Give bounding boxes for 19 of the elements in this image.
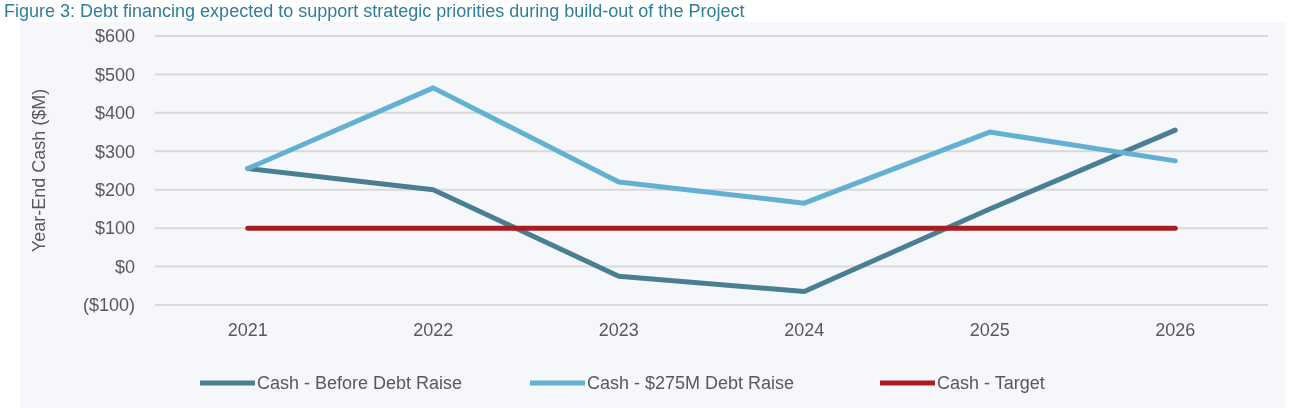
y-axis-title: Year-End Cash ($M) [29,88,49,253]
y-tick-label: $300 [94,141,135,162]
y-tick-label: $600 [94,26,135,47]
legend-label: Cash - Target [937,373,1045,394]
y-tick-label: ($100) [82,295,135,316]
y-tick-label: $100 [94,218,135,239]
x-tick-label: 2025 [969,320,1010,340]
y-tick-label: $400 [94,103,135,124]
legend-label: Cash - Before Debt Raise [257,373,463,394]
x-tick-label: 2022 [413,320,454,340]
x-tick-label: 2023 [598,320,639,340]
y-tick-label: $0 [114,256,135,277]
x-tick-label: 2021 [227,320,268,340]
y-tick-label: $500 [94,64,135,85]
x-tick-label: 2024 [784,320,825,340]
legend-label: Cash - $275M Debt Raise [587,373,795,394]
y-tick-label: $200 [94,180,135,201]
x-tick-label: 2026 [1155,320,1196,340]
chart-title: Figure 3: Debt financing expected to support strategic priorities during build-out of the Project [4,1,745,21]
